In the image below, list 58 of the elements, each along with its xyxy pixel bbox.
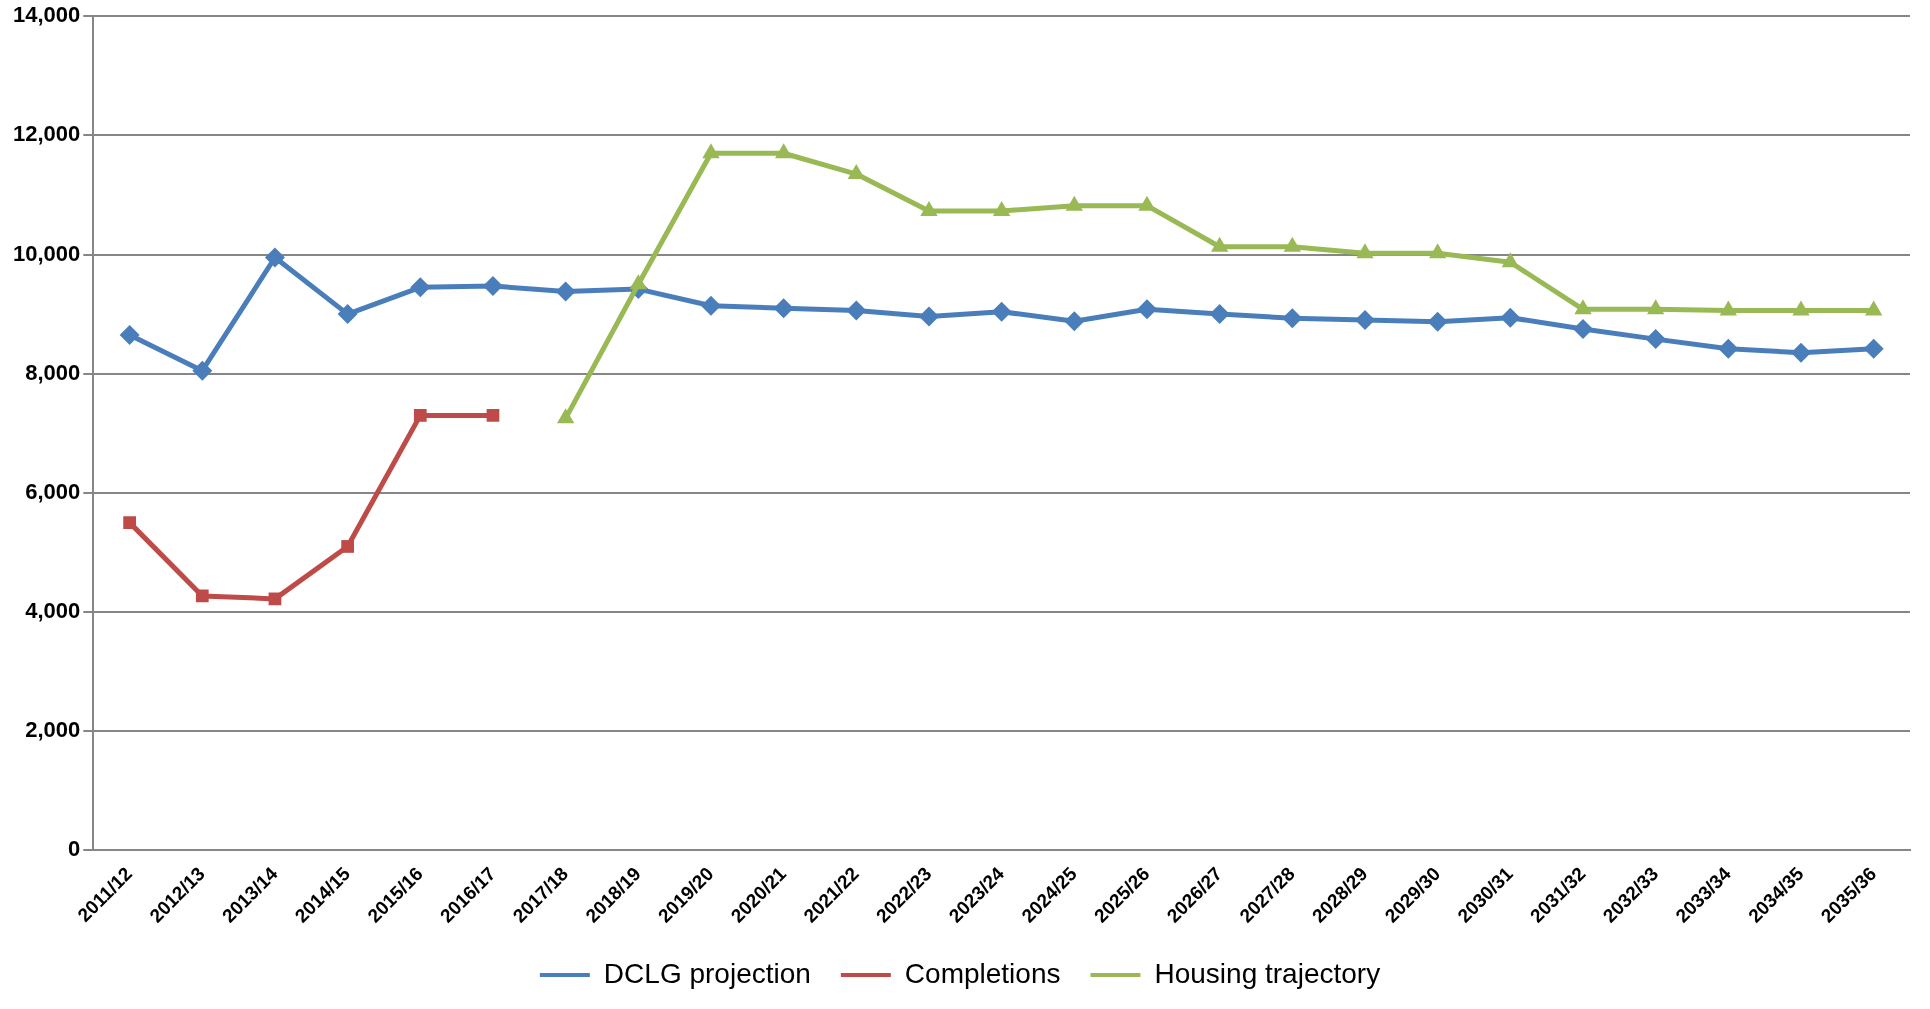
legend-label: Completions xyxy=(904,957,1061,989)
point xyxy=(192,360,213,381)
point xyxy=(337,304,358,325)
point xyxy=(1210,236,1229,252)
point xyxy=(1865,300,1883,316)
point xyxy=(1136,299,1157,320)
point xyxy=(1719,300,1737,316)
point xyxy=(1501,252,1519,268)
point xyxy=(1574,299,1592,315)
point xyxy=(413,409,427,422)
y-tick-label: 14,000 xyxy=(12,2,81,28)
point xyxy=(1064,311,1085,332)
point xyxy=(1209,304,1230,325)
point xyxy=(123,516,136,529)
y-tick-label: 4,000 xyxy=(25,598,81,624)
point xyxy=(1065,195,1083,211)
y-tick-label: 12,000 xyxy=(12,121,81,147)
point xyxy=(1863,338,1884,359)
point xyxy=(992,201,1011,217)
point xyxy=(1572,318,1593,339)
y-tick-label: 6,000 xyxy=(25,478,81,504)
point xyxy=(1138,195,1156,211)
point xyxy=(1354,310,1375,331)
y-tick-label: 2,000 xyxy=(25,717,81,743)
point xyxy=(846,300,867,321)
point xyxy=(1791,342,1811,363)
point xyxy=(700,295,721,316)
point xyxy=(991,301,1012,322)
legend-label: Housing trajectory xyxy=(1154,957,1381,989)
point xyxy=(847,164,865,180)
point xyxy=(555,281,576,302)
point xyxy=(1792,300,1810,316)
point xyxy=(702,143,720,159)
point xyxy=(195,589,209,603)
point xyxy=(1427,311,1448,332)
point xyxy=(482,276,503,297)
point xyxy=(486,409,500,422)
point xyxy=(1282,308,1303,329)
y-tick-label: 8,000 xyxy=(25,359,81,385)
point xyxy=(341,540,354,553)
point xyxy=(774,143,793,159)
point xyxy=(119,324,140,345)
point xyxy=(1500,307,1521,328)
y-tick-label: 10,000 xyxy=(12,240,81,266)
point xyxy=(1718,338,1739,359)
legend-label: DCLG projection xyxy=(603,957,811,989)
point xyxy=(629,274,647,290)
point xyxy=(773,298,794,319)
point xyxy=(918,306,939,327)
point xyxy=(1356,243,1374,259)
y-tick-label: 0 xyxy=(68,836,81,862)
point xyxy=(1647,299,1665,315)
point xyxy=(264,247,285,268)
point xyxy=(1429,243,1447,259)
point xyxy=(410,277,431,298)
point xyxy=(1645,329,1666,350)
point xyxy=(1283,236,1301,252)
point xyxy=(920,201,938,217)
